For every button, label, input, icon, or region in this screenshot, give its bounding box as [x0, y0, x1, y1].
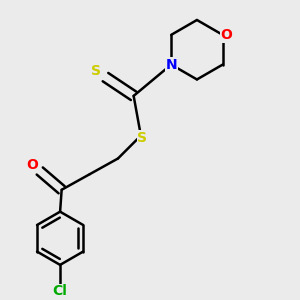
Text: O: O	[26, 158, 38, 172]
Text: S: S	[91, 64, 101, 79]
Text: N: N	[165, 58, 177, 72]
Text: Cl: Cl	[53, 284, 68, 298]
Text: S: S	[137, 131, 147, 145]
Text: O: O	[220, 28, 232, 42]
